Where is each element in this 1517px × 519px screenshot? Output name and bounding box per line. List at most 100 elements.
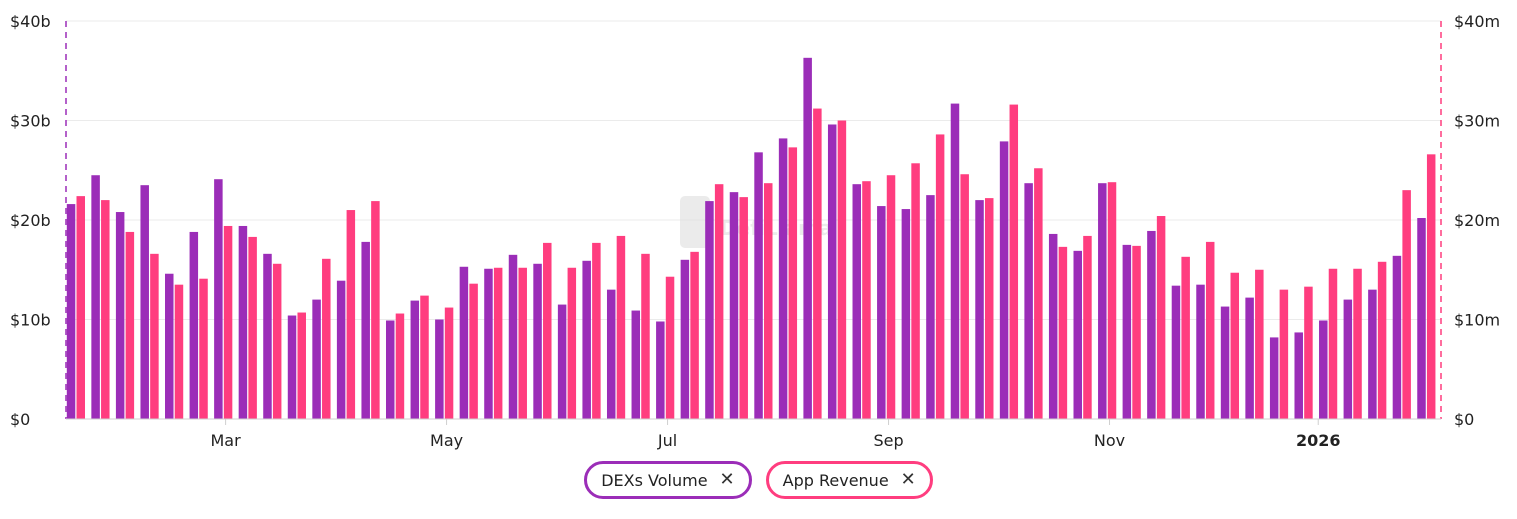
left-axis-tick-label: $10b (10, 311, 51, 330)
bar-dexs-volume (1048, 233, 1058, 419)
bar-dexs-volume (115, 212, 125, 419)
bar-dexs-volume (1024, 183, 1033, 419)
x-axis-tick-label: Sep (873, 431, 903, 450)
bar-dexs-volume (1294, 332, 1303, 419)
bar-dexs-volume (926, 195, 935, 419)
bar-dexs-volume (557, 304, 567, 419)
bar-app-revenue (1328, 268, 1338, 419)
bar-app-revenue (813, 108, 822, 419)
bar-app-revenue (1132, 245, 1141, 419)
bar-app-revenue (150, 253, 159, 419)
bar-app-revenue (1058, 246, 1068, 419)
close-icon[interactable]: ✕ (719, 469, 735, 490)
bar-app-revenue (567, 267, 577, 419)
bar-app-revenue (420, 295, 429, 419)
bar-dexs-volume (1368, 289, 1377, 419)
bar-app-revenue (641, 253, 650, 419)
legend-chip-app-revenue[interactable]: App Revenue ✕ (765, 461, 933, 499)
bar-app-revenue (862, 181, 871, 419)
bar-dexs-volume (1220, 306, 1230, 419)
bar-dexs-volume (1343, 299, 1353, 419)
bar-dexs-volume (533, 263, 542, 419)
bar-dexs-volume (754, 152, 763, 419)
legend-chip-dexs-volume[interactable]: DEXs Volume ✕ (584, 461, 752, 499)
bar-app-revenue (174, 284, 184, 419)
bar-dexs-volume (312, 299, 321, 419)
bar-dexs-volume (1319, 320, 1328, 419)
bar-dexs-volume (1073, 250, 1082, 419)
bar-app-revenue (714, 184, 724, 419)
bar-dexs-volume (729, 192, 739, 419)
bar-dexs-volume (385, 320, 395, 419)
bar-app-revenue (1034, 168, 1043, 419)
bar-dexs-volume (508, 254, 518, 419)
bar-app-revenue (543, 242, 552, 419)
left-axis-tick-label: $40b (10, 12, 51, 31)
bar-app-revenue (592, 242, 601, 419)
bar-dexs-volume (263, 253, 272, 419)
bar-app-revenue (469, 283, 478, 419)
bar-app-revenue (395, 313, 405, 419)
watermark-logo (680, 196, 710, 248)
bar-app-revenue (764, 183, 773, 419)
bar-app-revenue (1205, 241, 1215, 419)
bar-dexs-volume (999, 141, 1009, 419)
bar-dexs-volume (877, 206, 886, 419)
bar-app-revenue (322, 258, 331, 419)
right-axis-tick-label: $10m (1454, 311, 1500, 330)
bar-dexs-volume (803, 57, 812, 419)
bar-dexs-volume (91, 175, 100, 419)
bar-app-revenue (1353, 268, 1362, 419)
bar-dexs-volume (336, 280, 346, 419)
bar-app-revenue (1402, 190, 1411, 419)
close-icon[interactable]: ✕ (900, 469, 916, 490)
legend: DEXs Volume ✕ App Revenue ✕ (0, 461, 1517, 499)
x-axis-tick-label: Mar (211, 431, 242, 450)
bar-app-revenue (984, 198, 994, 419)
right-axis-tick-label: $30m (1454, 112, 1500, 131)
bar-app-revenue (1255, 269, 1264, 419)
bar-dexs-volume (214, 179, 223, 419)
bar-app-revenue (346, 210, 356, 419)
legend-label-app-revenue: App Revenue (782, 470, 889, 490)
bar-dexs-volume (165, 273, 174, 419)
bar-dexs-volume (901, 209, 911, 419)
bar-app-revenue (101, 200, 110, 419)
bar-dexs-volume (287, 315, 297, 419)
bar-app-revenue (665, 276, 675, 419)
bar-app-revenue (272, 263, 282, 419)
right-axis-tick-label: $20m (1454, 211, 1500, 230)
bar-app-revenue (297, 312, 306, 419)
right-axis-tick-label: $40m (1454, 12, 1500, 31)
bar-app-revenue (1156, 216, 1166, 419)
bar-dexs-volume (606, 289, 616, 419)
bar-app-revenue (690, 251, 699, 419)
bar-dexs-volume (459, 266, 469, 419)
bar-app-revenue (1426, 154, 1436, 419)
bar-app-revenue (739, 197, 748, 419)
bar-app-revenue (837, 120, 847, 419)
bar-dexs-volume (631, 310, 641, 419)
bar-app-revenue (1107, 182, 1117, 419)
x-axis-tick-label: Jul (657, 431, 677, 450)
bar-dexs-volume (140, 185, 149, 419)
bar-dexs-volume (582, 260, 591, 419)
bar-dexs-volume (1417, 218, 1426, 419)
bar-app-revenue (493, 267, 503, 419)
bar-dexs-volume (1245, 297, 1254, 419)
bar-dexs-volume (435, 319, 444, 419)
bar-chart: DefiLlama$0$10b$20b$30b$40b$0$10m$20m$30… (10, 12, 1500, 450)
bar-app-revenue (1279, 289, 1289, 419)
left-axis-tick-label: $30b (10, 112, 51, 131)
bar-app-revenue (788, 147, 798, 420)
bar-dexs-volume (410, 300, 420, 419)
bar-app-revenue (1009, 104, 1019, 419)
bar-app-revenue (616, 235, 626, 419)
bar-app-revenue (935, 134, 945, 419)
legend-label-dexs-volume: DEXs Volume (601, 470, 708, 490)
bar-app-revenue (1181, 256, 1190, 419)
bar-dexs-volume (827, 124, 837, 419)
bar-dexs-volume (1147, 230, 1156, 419)
left-axis-tick-label: $20b (10, 211, 51, 230)
bar-dexs-volume (656, 321, 665, 419)
